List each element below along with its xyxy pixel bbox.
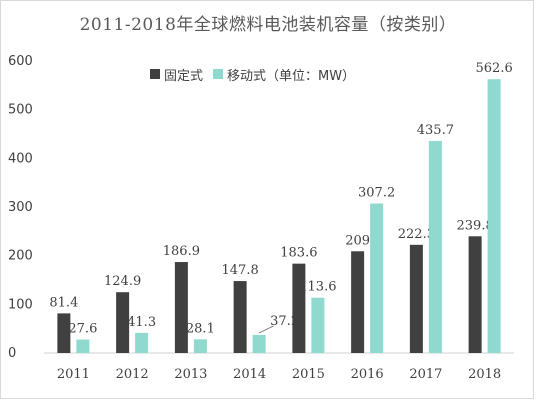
bar-mobile [428,140,442,353]
x-tick-label: 2015 [292,367,325,382]
legend-swatch-mobile [213,69,224,79]
data-label-mobile: 41.3 [127,315,156,330]
y-tick-label: 100 [8,297,33,312]
data-label-mobile: 562.6 [476,61,513,76]
data-label-stationary: 183.6 [280,246,317,261]
y-tick-label: 400 [8,151,33,166]
legend: 固定式 移动式（单位：MW） [150,65,365,84]
bar-stationary [409,244,423,353]
data-label-stationary: 222.3 [398,227,435,242]
bar-stationary [468,236,482,353]
bar-mobile [311,297,325,353]
data-label-stationary: 186.9 [163,244,200,259]
data-label-mobile: 37.2 [270,314,299,329]
legend-item-stationary: 固定式 [150,65,203,84]
legend-label-stationary: 固定式 [164,68,204,84]
x-tick-label: 2011 [57,367,90,382]
bar-stationary [57,313,71,353]
y-tick-label: 200 [8,249,33,264]
data-label-mobile: 435.7 [417,123,454,138]
bar-stationary [116,292,130,353]
x-tick-label: 2016 [351,367,384,382]
x-tick-label: 2013 [174,367,207,382]
x-tick-label: 2017 [409,367,442,382]
bar-stationary [174,262,188,353]
legend-swatch-stationary [150,69,160,79]
bar-mobile [193,339,207,353]
bar-mobile [135,332,149,353]
bar-mobile [370,203,384,353]
bar-mobile [252,334,266,353]
legend-label-mobile: 移动式（单位：MW） [227,68,356,84]
y-tick-label: 600 [8,54,33,69]
data-label-stationary: 81.4 [49,295,78,310]
legend-item-mobile: 移动式（单位：MW） [213,65,355,84]
bar-stationary [292,263,306,353]
y-tick-label: 0 [8,346,16,361]
data-label-stationary: 239.8 [457,218,494,233]
x-tick-label: 2014 [233,367,266,382]
chart-title: 2011-2018年全球燃料电池装机容量（按类别） [79,15,457,35]
leader-line [258,325,274,334]
bar-mobile [76,339,90,353]
data-label-stationary: 209 [345,233,370,248]
x-tick-label: 2012 [116,367,149,382]
x-tick-label: 2018 [468,367,501,382]
data-label-mobile: 307.2 [358,185,395,200]
data-label-mobile: 27.6 [68,322,97,337]
data-label-mobile: 28.1 [186,321,215,336]
bar-stationary [351,251,365,353]
y-tick-label: 500 [8,103,33,118]
bar-stationary [233,281,247,353]
bar-mobile [487,79,501,354]
data-label-stationary: 147.8 [222,263,259,278]
data-label-mobile: 113.6 [299,280,336,295]
data-label-stationary: 124.9 [104,274,141,289]
y-tick-label: 300 [8,200,33,215]
